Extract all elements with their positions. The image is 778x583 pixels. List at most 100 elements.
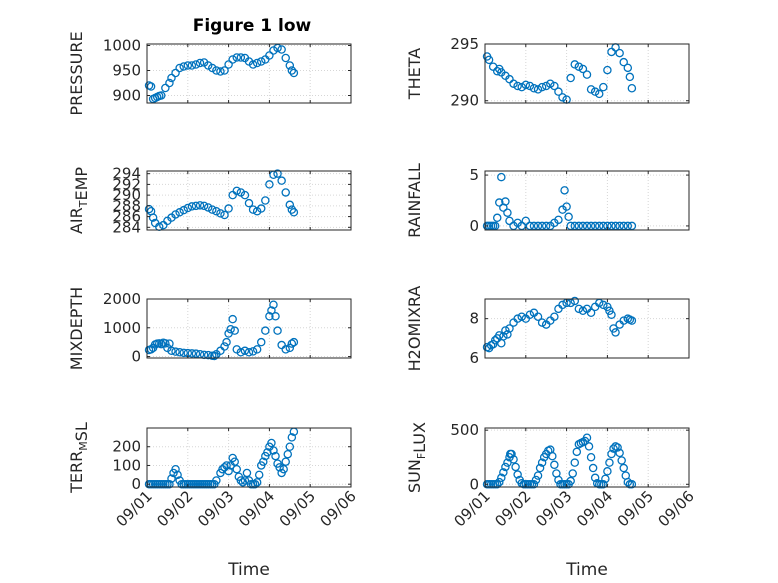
data-point: [167, 346, 176, 356]
data-point: [183, 61, 193, 70]
data-point: [570, 296, 580, 306]
y-tick-label: 6: [469, 349, 479, 367]
data-point: [277, 45, 286, 54]
data-point: [212, 66, 221, 75]
y-tick-label: 5: [469, 166, 479, 184]
data-point: [252, 58, 262, 68]
data-point: [525, 81, 535, 91]
subplot-4: 0 5 RAINFALL: [405, 163, 690, 238]
data-point: [148, 213, 158, 222]
data-point: [248, 205, 258, 214]
y-tick-label: 200: [112, 438, 141, 456]
x-tick-label: 09/06: [655, 487, 698, 530]
data-point: [165, 78, 174, 88]
data-point: [232, 186, 242, 196]
data-point: [603, 65, 612, 75]
y-axis-label: PRESSURE: [67, 31, 86, 115]
data-point: [285, 343, 295, 353]
y-axis-label: AIRTEMP: [67, 167, 91, 234]
data-point: [537, 458, 547, 467]
y-tick-label: 290: [112, 186, 141, 204]
data-point: [586, 308, 596, 318]
data-point: [492, 213, 502, 223]
data-point: [517, 82, 526, 92]
data-point: [179, 348, 188, 358]
x-axis-label: Time: [565, 560, 608, 580]
data-point: [548, 451, 557, 461]
data-point: [601, 474, 610, 484]
data-point: [578, 306, 588, 316]
data-point: [507, 449, 516, 459]
data-point: [244, 347, 254, 357]
data-point: [533, 312, 543, 321]
data-point: [240, 346, 250, 356]
y-tick-label: 288: [112, 197, 141, 215]
data-point: [582, 433, 592, 442]
data-point: [501, 197, 510, 206]
data-point: [550, 460, 559, 470]
data-point: [220, 342, 229, 351]
data-point: [521, 80, 531, 90]
data-point: [568, 469, 577, 478]
data-point: [261, 196, 270, 205]
y-tick-label: 950: [112, 62, 141, 80]
data-point: [224, 204, 233, 213]
data-point: [613, 443, 622, 452]
data-point: [535, 463, 545, 473]
x-tick-label: 09/05: [276, 487, 319, 530]
data-point: [240, 190, 250, 200]
data-point: [236, 53, 246, 62]
data-point: [560, 186, 569, 195]
data-point: [187, 202, 197, 211]
x-tick-label: 09/05: [614, 487, 657, 530]
plot-area: [147, 44, 351, 103]
y-tick-label: 8: [469, 310, 479, 328]
data-point: [157, 339, 166, 349]
data-point: [236, 347, 246, 357]
data-point: [529, 84, 539, 93]
data-point: [203, 203, 213, 212]
data-point: [171, 210, 180, 219]
axes-box: [146, 43, 352, 104]
plot-area: [147, 171, 351, 230]
series-markers: [144, 43, 299, 104]
data-point: [242, 468, 252, 478]
data-point: [281, 188, 290, 197]
data-point: [222, 337, 231, 347]
data-point: [550, 312, 559, 321]
data-point: [220, 66, 229, 75]
data-point: [619, 316, 628, 325]
data-point: [603, 467, 612, 476]
data-point: [619, 463, 628, 473]
data-point: [497, 172, 506, 182]
data-point: [627, 316, 637, 325]
y-tick-label: 294: [112, 165, 141, 183]
y-axis-label: THETA: [405, 48, 424, 100]
data-point: [222, 461, 231, 470]
data-point: [208, 205, 217, 214]
data-point: [191, 60, 201, 69]
axes-box: [484, 427, 690, 488]
data-point: [572, 447, 582, 457]
data-point: [267, 306, 276, 315]
data-point: [175, 63, 184, 73]
y-tick-label: 284: [112, 218, 141, 236]
x-tick-label: 09/03: [532, 487, 575, 530]
data-point: [265, 51, 274, 60]
data-point: [191, 349, 201, 358]
data-point: [187, 61, 197, 70]
data-point: [269, 446, 278, 455]
data-point: [584, 442, 594, 451]
data-point: [171, 464, 180, 474]
data-point: [179, 62, 188, 71]
data-point: [627, 84, 637, 93]
data-point: [533, 85, 543, 94]
data-point: [537, 318, 547, 327]
data-point: [281, 53, 290, 63]
data-point: [554, 87, 563, 96]
data-point: [574, 62, 584, 71]
axes-box: [484, 43, 690, 104]
data-point: [623, 477, 633, 487]
